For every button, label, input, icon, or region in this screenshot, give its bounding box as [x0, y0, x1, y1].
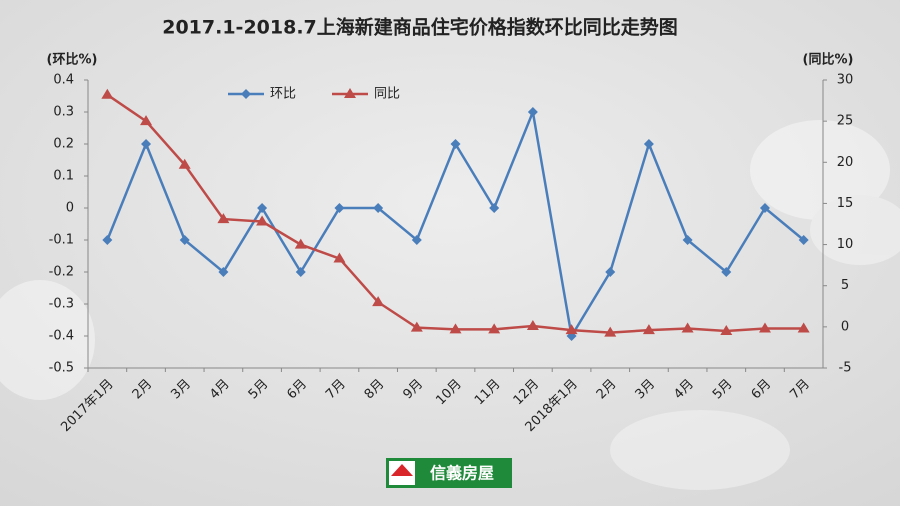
data-point [526, 320, 539, 331]
data-point [141, 139, 152, 149]
data-point [372, 296, 385, 307]
y-tick-label: -0.2 [49, 265, 74, 280]
y-tick-label: 0.4 [53, 73, 74, 88]
data-point [797, 322, 810, 333]
y-tick-label: -0.3 [49, 297, 74, 312]
y2-tick-label: 5 [841, 278, 849, 293]
data-point [604, 326, 617, 337]
data-point [758, 322, 771, 333]
legend-label: 同比 [374, 87, 400, 102]
data-point [217, 213, 230, 224]
data-point [373, 203, 384, 213]
data-point [102, 235, 113, 245]
data-point [605, 267, 616, 277]
legend-label: 环比 [270, 87, 296, 102]
data-point [179, 235, 190, 245]
y-axis-title: (环比%) [47, 52, 98, 68]
data-point [682, 235, 693, 245]
logo-roof [391, 464, 413, 476]
data-point [218, 267, 229, 277]
data-point [565, 324, 578, 335]
data-point [411, 235, 422, 245]
data-point [527, 107, 538, 117]
y-tick-label: -0.5 [49, 361, 74, 376]
data-point [721, 267, 732, 277]
data-point [643, 139, 654, 149]
data-point [759, 203, 770, 213]
y-tick-label: 0 [66, 201, 74, 216]
data-point [450, 139, 461, 149]
y-tick-label: 0.3 [53, 105, 74, 120]
y2-tick-label: 15 [837, 196, 854, 211]
y2-tick-label: 25 [837, 114, 854, 129]
data-point [642, 324, 655, 335]
data-point [178, 158, 191, 169]
data-point [488, 323, 501, 334]
data-point [101, 88, 114, 99]
y2-axis-title: (同比%) [803, 52, 854, 68]
y2-tick-label: -5 [839, 361, 852, 376]
data-point [410, 321, 423, 332]
decoration [0, 120, 900, 490]
y2-tick-label: 0 [841, 319, 849, 334]
data-point [720, 324, 733, 335]
legend-marker [241, 89, 251, 99]
y2-tick-label: 20 [837, 155, 854, 170]
chart-title: 2017.1-2018.7上海新建商品住宅价格指数环比同比走势图 [162, 16, 678, 39]
y-tick-label: -0.4 [49, 329, 74, 344]
data-point [334, 203, 345, 213]
legend-marker [344, 88, 356, 98]
y-tick-label: 0.1 [53, 169, 74, 184]
data-point [140, 115, 153, 126]
data-point [295, 267, 306, 277]
y2-tick-label: 30 [837, 73, 854, 88]
y-tick-label: 0.2 [53, 137, 74, 152]
data-point [449, 323, 462, 334]
data-point [294, 238, 307, 249]
y-tick-label: -0.1 [49, 233, 74, 248]
y2-tick-label: 10 [837, 237, 854, 252]
data-point [257, 203, 268, 213]
data-point [256, 215, 269, 226]
data-point [333, 252, 346, 263]
data-point [489, 203, 500, 213]
data-point [681, 322, 694, 333]
logo-text: 信義房屋 [430, 464, 494, 483]
data-point [798, 235, 809, 245]
